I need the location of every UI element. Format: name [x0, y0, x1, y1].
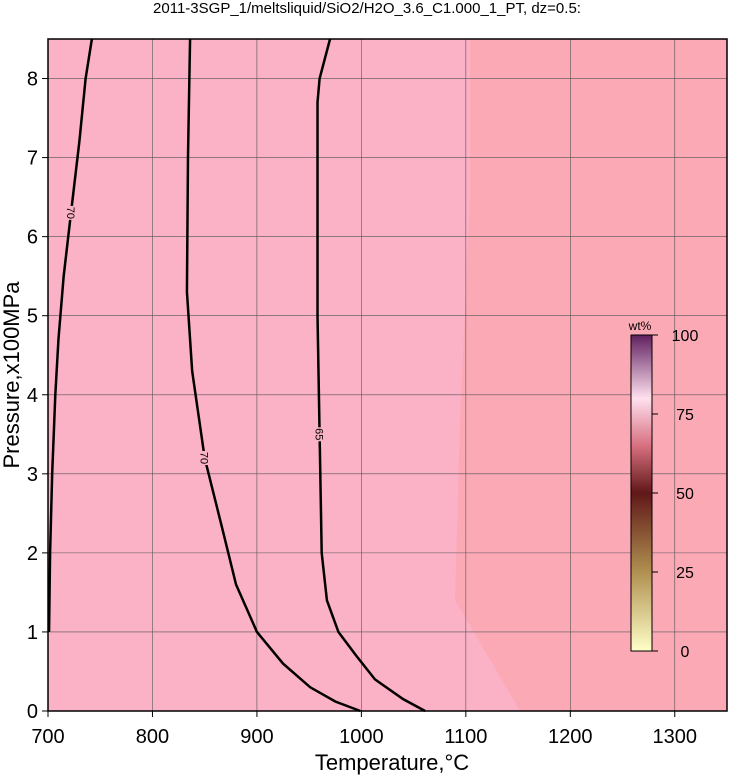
y-tick-label: 4 [27, 385, 38, 407]
x-tick-label: 800 [136, 726, 169, 748]
y-tick-label: 6 [27, 227, 38, 249]
y-tick-label: 5 [27, 306, 38, 328]
x-axis-label: Temperature,°C [315, 750, 469, 775]
colorbar-tick-label: 50 [676, 486, 694, 503]
y-tick-label: 8 [27, 69, 38, 91]
x-tick-label: 1300 [653, 726, 698, 748]
contour-line [47, 38, 94, 632]
colorbar-scale [630, 334, 653, 652]
colorbar-tick-label: 100 [672, 328, 699, 345]
field-region [48, 39, 520, 711]
y-tick-label: 2 [27, 543, 38, 565]
contour-label-bg [61, 205, 80, 220]
contour-label: 70 [64, 207, 76, 219]
colorbar-tick-label: 0 [681, 644, 690, 661]
y-tick-label: 1 [27, 622, 38, 644]
contour-label: 70 [198, 452, 210, 464]
x-tick-label: 900 [240, 726, 273, 748]
x-tick-label: 1200 [548, 726, 593, 748]
plot-area: 70 70 65 [47, 38, 727, 713]
plot-frame [47, 38, 728, 712]
contour-label-bg [310, 427, 329, 442]
contour-line [316, 38, 426, 713]
x-tick-label: 700 [31, 726, 64, 748]
y-tick-label: 7 [27, 148, 38, 170]
y-axis-label: Pressure,x100MPa [0, 281, 24, 469]
colorbar-label: wt% [628, 319, 652, 333]
x-tick-label: 1000 [339, 726, 384, 748]
colorbar: wt% 0 25 50 75 100 [628, 319, 699, 661]
colorbar-tick-label: 25 [676, 565, 694, 582]
contour-label: 65 [313, 428, 325, 440]
x-tick-label: 1100 [444, 726, 487, 748]
y-tick-label: 3 [27, 464, 38, 486]
contour-label-bg [195, 451, 214, 466]
contour-line [185, 38, 361, 713]
colorbar-tick-label: 75 [676, 407, 694, 424]
y-tick-label: 0 [27, 701, 38, 723]
chart-title: 2011-3SGP_1/meltsliquid/SiO2/H2O_3.6_C1.… [153, 0, 581, 17]
